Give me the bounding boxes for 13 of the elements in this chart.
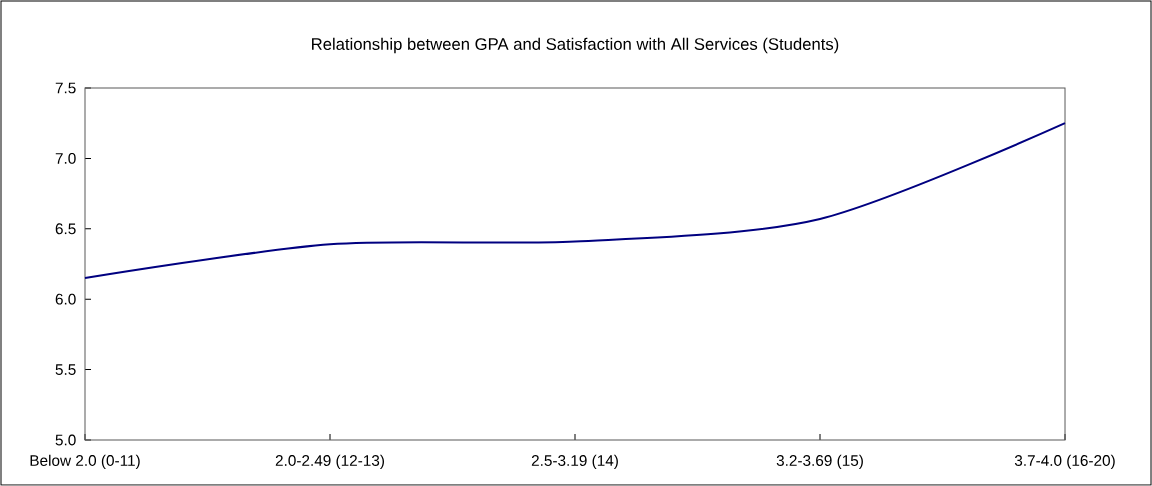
y-tick-label: 6.5 <box>55 223 76 235</box>
x-tick-label: 3.2-3.69 (15) <box>776 454 863 469</box>
x-tick-label: Below 2.0 (0-11) <box>30 454 140 469</box>
y-tick-label: 6.0 <box>55 293 76 305</box>
y-tick-label: 7.0 <box>55 152 76 164</box>
line-series <box>84 122 1067 280</box>
y-tick-label: 5.0 <box>55 434 76 446</box>
y-tick-label: 7.5 <box>55 82 76 94</box>
chart-title: Relationship between GPA and Satisfaction with All Services (Students) <box>312 37 839 54</box>
x-tick-label: 2.5-3.19 (14) <box>531 454 618 469</box>
x-tick-label: 2.0-2.49 (12-13) <box>275 454 385 469</box>
y-tick-label: 5.5 <box>55 364 76 375</box>
x-tick-label: 3.7-4.0 (16-20) <box>1014 454 1115 469</box>
